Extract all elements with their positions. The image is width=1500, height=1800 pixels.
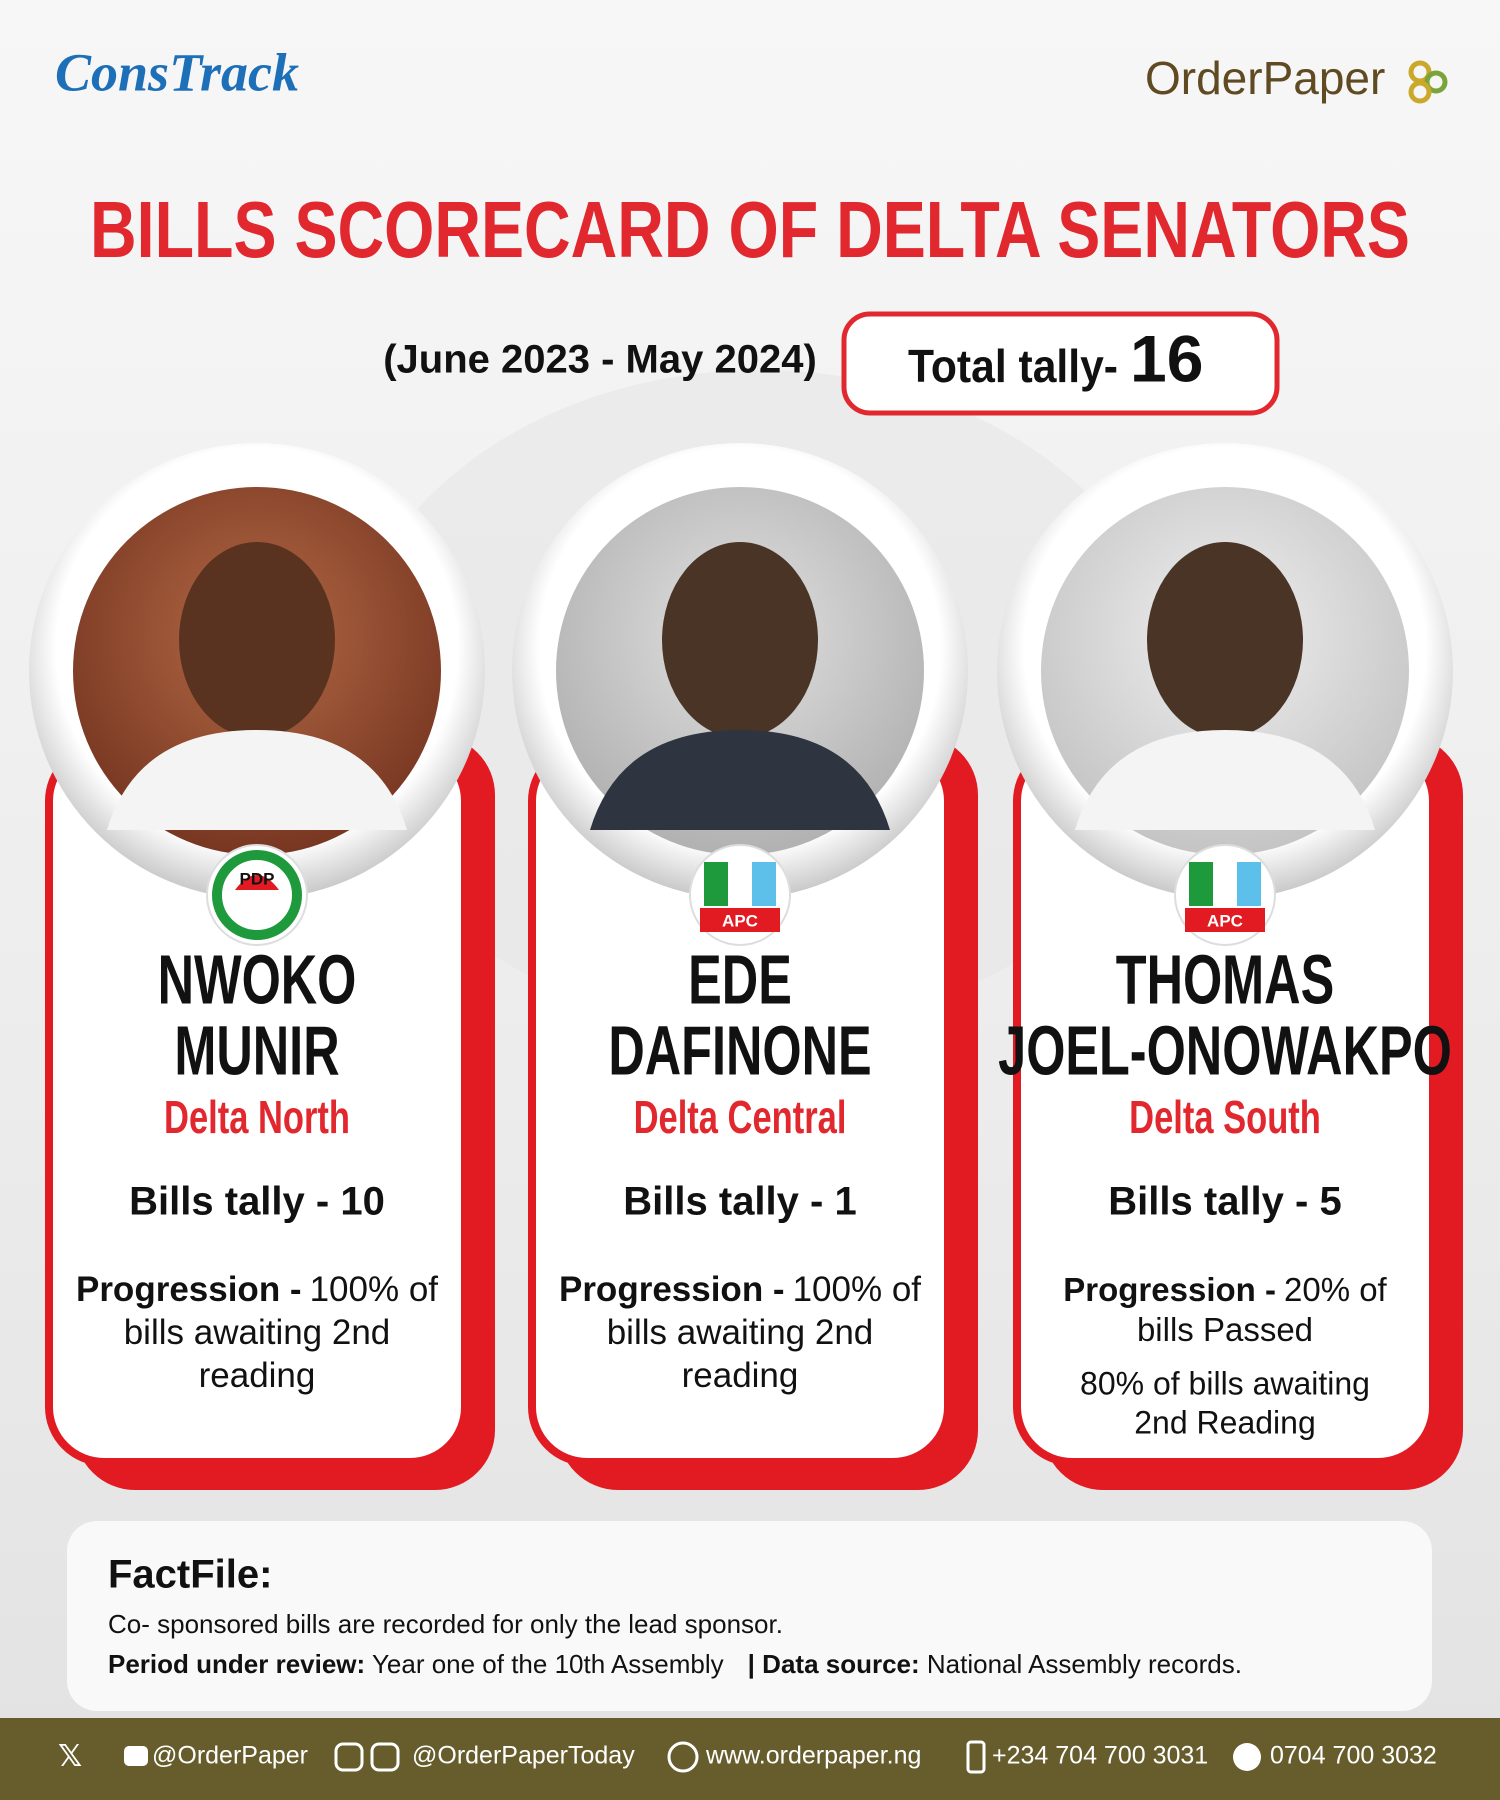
progression: Progression -100% of xyxy=(76,1270,438,1309)
district: Delta North xyxy=(164,1091,350,1143)
progression-text: 100% of xyxy=(310,1270,439,1309)
orderpaper-icon xyxy=(1408,60,1448,104)
progression-text: 100% of xyxy=(793,1270,922,1309)
svg-text:𝕏: 𝕏 xyxy=(58,1740,82,1773)
constrack-logo: ConsTrack xyxy=(55,42,299,102)
photo-head xyxy=(179,542,335,738)
bills-tally: Bills tally - 10 xyxy=(129,1180,385,1224)
bills-tally: Bills tally - 1 xyxy=(623,1180,856,1224)
factfile-box xyxy=(67,1521,1432,1711)
total-label: Total tally- xyxy=(908,340,1118,392)
district: Delta Central xyxy=(634,1091,847,1143)
period: (June 2023 - May 2024) xyxy=(383,338,817,382)
progression: bills Passed xyxy=(1137,1311,1313,1348)
progression-extra: 80% of bills awaiting xyxy=(1080,1365,1370,1401)
source-label: | Data source: xyxy=(748,1649,920,1679)
progression: reading xyxy=(199,1356,316,1395)
senator-name: MUNIR xyxy=(174,1011,339,1089)
party-umbrella xyxy=(235,875,279,890)
total-value: 16 xyxy=(1130,321,1203,395)
photo-body xyxy=(107,730,407,830)
footer: @OrderPaper @OrderPaperToday www.orderpape… xyxy=(152,1742,1437,1770)
senator-name: DAFINONE xyxy=(608,1011,871,1089)
footer-icons: 𝕏 xyxy=(58,1740,1261,1774)
factfile-line: Period under review: Year one of the 10t… xyxy=(108,1649,1242,1679)
photo-head xyxy=(662,542,818,738)
progression-extra: 2nd Reading xyxy=(1134,1404,1315,1440)
party-ring xyxy=(212,850,302,940)
progression: Progression -100% of xyxy=(559,1270,921,1309)
footer-contact: www.orderpaper.ng xyxy=(705,1742,921,1770)
senator-name: EDE xyxy=(688,940,792,1018)
progression: reading xyxy=(682,1356,799,1395)
progression-text: reading xyxy=(682,1356,799,1395)
party-flag-green xyxy=(704,862,728,906)
senator-name: JOEL-ONOWAKPO xyxy=(998,1011,1452,1089)
source-text: National Assembly records. xyxy=(920,1649,1242,1679)
party-name: APC xyxy=(1207,911,1243,930)
progression-text: 20% of xyxy=(1284,1271,1388,1308)
party-name: APC xyxy=(722,911,758,930)
footer-contact: @OrderPaper xyxy=(152,1742,308,1770)
progression-text: reading xyxy=(199,1356,316,1395)
bills-tally: Bills tally - 5 xyxy=(1108,1180,1341,1224)
progression-label: Progression - xyxy=(1063,1271,1276,1308)
footer-contact: +234 704 700 3031 xyxy=(992,1742,1208,1770)
district: Delta South xyxy=(1129,1091,1321,1143)
factfile-note: Co- sponsored bills are recorded for onl… xyxy=(108,1609,783,1639)
progression: bills awaiting 2nd xyxy=(124,1313,391,1352)
progression: Progression -20% of xyxy=(1063,1271,1387,1308)
progression-label: Progression - xyxy=(76,1270,302,1309)
footer-contact: @OrderPaperToday xyxy=(412,1742,635,1770)
party-band xyxy=(700,908,780,932)
party-flag-blue xyxy=(1237,862,1261,906)
photo-body xyxy=(1075,730,1375,830)
progression-text: bills awaiting 2nd xyxy=(124,1313,391,1352)
progression-text: bills awaiting 2nd xyxy=(607,1313,874,1352)
party-name: PDP xyxy=(240,869,275,888)
senator-name: THOMAS xyxy=(1116,940,1334,1018)
photo-body xyxy=(590,730,890,830)
period-label: Period under review: xyxy=(108,1649,365,1679)
progression-text: bills Passed xyxy=(1137,1311,1313,1348)
party-flag-blue xyxy=(752,862,776,906)
period-text: Year one of the 10th Assembly xyxy=(365,1649,723,1679)
total-box xyxy=(841,311,1280,416)
title: BILLS SCORECARD OF DELTA SENATORS xyxy=(90,185,1410,274)
progression-label: Progression - xyxy=(559,1270,785,1309)
progression: bills awaiting 2nd xyxy=(607,1313,874,1352)
party-flag-green xyxy=(1189,862,1213,906)
factfile-title: FactFile: xyxy=(108,1553,272,1597)
party-band xyxy=(1185,908,1265,932)
orderpaper-logo: OrderPaper xyxy=(1145,52,1385,104)
senator-name: NWOKO xyxy=(158,940,357,1018)
photo-head xyxy=(1147,542,1303,738)
footer-contact: 0704 700 3032 xyxy=(1270,1742,1437,1770)
